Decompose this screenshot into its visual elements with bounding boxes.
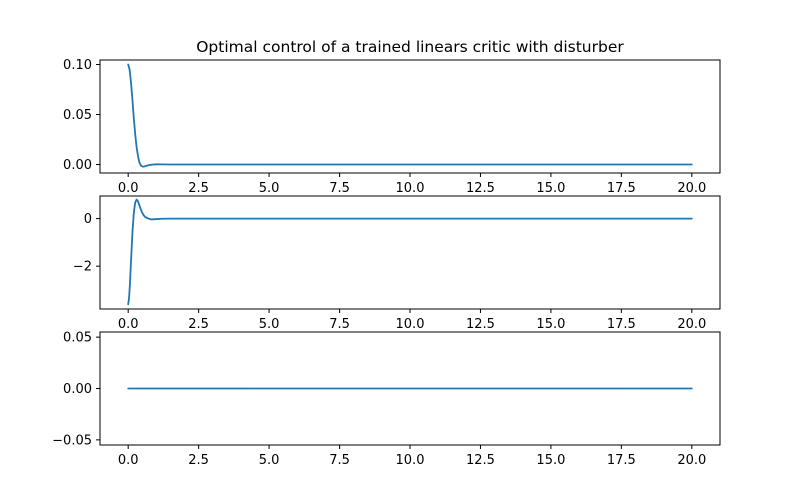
x-tick-label: 12.5 [466,181,495,196]
x-tick-label: 15.0 [536,181,565,196]
series-line-2 [127,198,693,306]
y-tick-label: 0.05 [63,331,92,346]
x-tick-label: 0.0 [118,181,139,196]
x-tick-label: 12.5 [466,317,495,332]
x-tick-label: 15.0 [536,453,565,468]
subplot-2: 0.0 2.5 5.0 7.5 10.0 12.5 15.0 17.5 20.0 −2 0 [73,195,721,332]
x-tick-label: 2.5 [188,181,209,196]
x-tick-label: 5.0 [259,453,280,468]
x-tick-label: 12.5 [466,453,495,468]
x-tick-label: 15.0 [536,317,565,332]
subplot-3: 0.0 2.5 5.0 7.5 10.0 12.5 15.0 17.5 20.0 −0.05 0.0… [52,331,721,468]
y-tick-label: 0 [84,212,92,227]
x-tick-label: 7.5 [329,317,350,332]
chart-title: Optimal control of a trained linears cri… [196,38,624,56]
x-tick-label: 0.0 [118,453,139,468]
x-tick-label: 17.5 [607,317,636,332]
x-tick-label: 7.5 [329,181,350,196]
x-tick-label: 10.0 [396,453,425,468]
y-tick-label: −0.05 [52,433,92,448]
x-tick-label: 20.0 [677,317,706,332]
y-tick-label: 0.00 [63,158,92,173]
x-tick-label: 17.5 [607,181,636,196]
subplots: 0.0 2.5 5.0 7.5 10.0 12.5 15.0 17.5 20.00.000.05… [52,58,721,468]
y-tick-label: 0.10 [63,58,92,73]
x-tick-label: 5.0 [259,317,280,332]
x-tick-label: 0.0 [118,317,139,332]
x-tick-label: 7.5 [329,453,350,468]
series-line-1 [127,63,693,168]
x-tick-label: 20.0 [677,181,706,196]
y-tick-label: −2 [73,260,92,275]
y-tick-label: 0.00 [63,382,92,397]
x-tick-label: 17.5 [607,453,636,468]
x-tick-label: 10.0 [396,317,425,332]
x-tick-label: 2.5 [188,317,209,332]
x-tick-label: 20.0 [677,453,706,468]
x-tick-label: 5.0 [259,181,280,196]
subplot-1: 0.0 2.5 5.0 7.5 10.0 12.5 15.0 17.5 20.0 0.00 0.05… [63,58,721,196]
y-tick-label: 0.05 [63,108,92,123]
x-tick-label: 10.0 [396,181,425,196]
x-tick-label: 2.5 [188,453,209,468]
